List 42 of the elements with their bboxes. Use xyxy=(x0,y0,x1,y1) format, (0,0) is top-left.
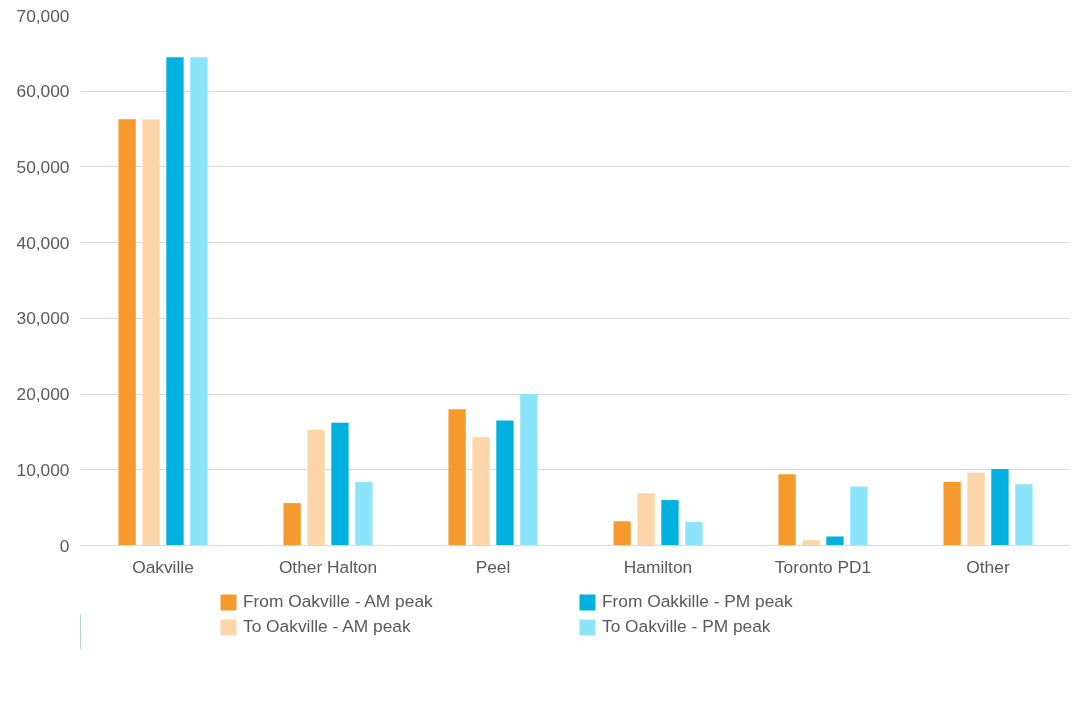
bar xyxy=(613,521,631,546)
bar xyxy=(778,474,796,546)
bar xyxy=(355,481,373,546)
bar xyxy=(331,422,349,546)
bar xyxy=(637,493,655,546)
bar xyxy=(943,481,961,546)
x-tick-label: Hamilton xyxy=(623,556,693,577)
bar xyxy=(850,486,868,546)
bar xyxy=(190,57,208,546)
bar xyxy=(283,503,301,546)
x-tick-label: Oakville xyxy=(132,556,194,577)
legend-label: From Oakkille - PM peak xyxy=(602,591,794,612)
bar xyxy=(661,500,679,546)
bar xyxy=(1015,484,1033,546)
bar xyxy=(307,429,325,546)
y-tick-label: 30,000 xyxy=(16,308,70,329)
bar xyxy=(496,420,514,546)
legend-label: To Oakville - AM peak xyxy=(243,616,412,637)
bar xyxy=(967,472,985,546)
y-tick-label: 60,000 xyxy=(16,81,70,102)
bar xyxy=(802,540,820,546)
bar xyxy=(685,522,703,546)
bar xyxy=(166,57,184,546)
bar xyxy=(472,437,490,546)
y-tick-label: 50,000 xyxy=(16,156,70,177)
x-tick-label: Other Halton xyxy=(278,556,378,577)
x-tick-label: Toronto PD1 xyxy=(774,556,872,577)
bar xyxy=(142,119,160,546)
x-tick-label: Peel xyxy=(475,556,511,577)
bar xyxy=(448,409,466,546)
bar xyxy=(991,469,1009,546)
bar xyxy=(118,119,136,546)
y-tick-label: 40,000 xyxy=(16,232,70,253)
y-tick-label: 20,000 xyxy=(16,384,70,405)
bar xyxy=(826,536,844,546)
x-tick-label: Other xyxy=(966,556,1010,577)
y-tick-label: 10,000 xyxy=(16,459,70,480)
y-tick-label: 0 xyxy=(59,535,70,556)
legend-label: From Oakville - AM peak xyxy=(243,591,434,612)
y-tick-label: 70,000 xyxy=(16,5,70,26)
bar xyxy=(520,394,538,546)
legend-label: To Oakville - PM peak xyxy=(602,616,772,637)
